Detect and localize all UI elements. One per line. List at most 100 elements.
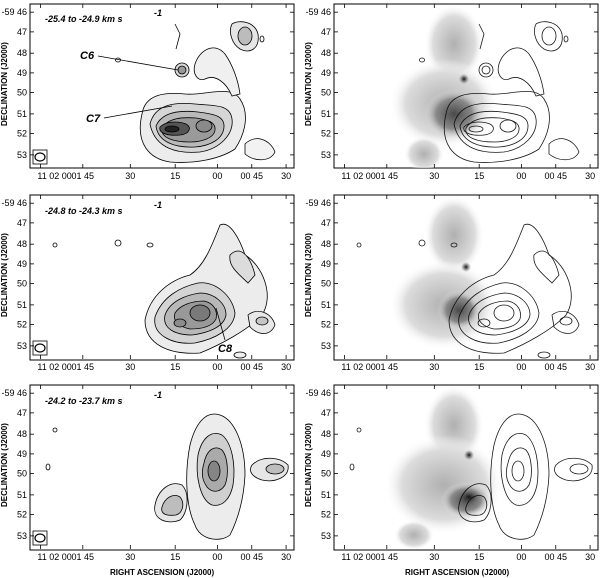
- dec-tick-label: 47: [321, 27, 331, 37]
- dec-tick-label: 49: [321, 68, 331, 78]
- dec-tick-label: 48: [17, 429, 27, 439]
- ra-tick-label: 11 02 00: [37, 362, 71, 372]
- dec-tick-label: -59 46: [1, 198, 27, 208]
- beam-marker: [32, 340, 48, 356]
- velocity-unit-exp-row1: -1: [154, 8, 162, 18]
- ra-tick-label: 01 45: [72, 171, 95, 181]
- dec-tick-label: 49: [321, 259, 331, 269]
- y-axis-label: DECLINATION (J2000): [304, 423, 313, 507]
- panel-row2-right: [333, 194, 599, 361]
- dec-tick-label: 49: [17, 68, 27, 78]
- velocity-unit-exp-row3: -1: [154, 390, 162, 400]
- clump-pointer-c7: [103, 105, 173, 119]
- ra-tick-label: 00: [212, 171, 222, 181]
- velocity-unit-exp-row2: -1: [154, 200, 162, 210]
- ra-tick-label: 11 02 00: [341, 362, 375, 372]
- dec-tick-label: 50: [321, 88, 331, 98]
- y-axis-label: DECLINATION (J2000): [304, 233, 313, 317]
- dec-tick-label: 47: [17, 218, 27, 228]
- ra-tick-label: 00 45: [544, 552, 567, 562]
- dec-tick-label: 52: [17, 510, 27, 520]
- ra-tick-label: 00: [516, 552, 526, 562]
- panel-row2-left: [29, 194, 295, 361]
- dec-tick-label: -59 46: [305, 198, 331, 208]
- row-2: -24.8 to -24.3 km s -1 C8: [29, 194, 599, 361]
- y-axis-label: DECLINATION (J2000): [304, 42, 313, 126]
- dec-tick-label: 50: [17, 88, 27, 98]
- ra-tick-label: 15: [474, 171, 484, 181]
- dec-tick-label: 52: [17, 320, 27, 330]
- dec-tick-label: 48: [321, 429, 331, 439]
- ra-tick-label: 30: [585, 171, 595, 181]
- dec-tick-label: -59 46: [305, 388, 331, 398]
- dec-tick-label: 53: [17, 531, 27, 541]
- x-axis-label-right: RIGHT ASCENSION (J2000): [405, 568, 510, 577]
- row-3: -24.2 to -23.7 km s -1: [29, 384, 599, 551]
- dec-tick-label: 51: [17, 490, 27, 500]
- dec-tick-label: 51: [321, 490, 331, 500]
- ra-tick-label: 30: [281, 552, 291, 562]
- clump-label-c6: C6: [80, 50, 95, 62]
- ra-tick-label: 11 02 00: [341, 171, 375, 181]
- dec-tick-label: 52: [321, 320, 331, 330]
- ra-tick-label: 30: [585, 552, 595, 562]
- velocity-label-row3: -24.2 to -23.7 km s: [45, 396, 123, 406]
- ra-tick-label: 00 45: [240, 362, 263, 372]
- panel-row3-right: [333, 384, 599, 551]
- clump-label-c8: C8: [218, 343, 233, 355]
- dec-tick-label: 52: [321, 510, 331, 520]
- dec-tick-label: -59 46: [1, 388, 27, 398]
- x-axis-label-left: RIGHT ASCENSION (J2000): [110, 568, 215, 577]
- dec-tick-label: 48: [17, 239, 27, 249]
- beam-marker: [32, 530, 48, 546]
- dec-tick-label: -59 46: [1, 7, 27, 17]
- ra-tick-label: 01 45: [72, 552, 95, 562]
- ra-tick-label: 15: [474, 362, 484, 372]
- ra-tick-label: 30: [125, 362, 135, 372]
- dec-tick-label: 53: [17, 150, 27, 160]
- dec-tick-label: 53: [321, 531, 331, 541]
- ra-tick-label: 15: [474, 552, 484, 562]
- dec-tick-label: 50: [17, 469, 27, 479]
- ra-tick-label: 15: [170, 362, 180, 372]
- clump-label-c7: C7: [86, 113, 101, 125]
- dec-tick-label: 48: [321, 48, 331, 58]
- dec-tick-label: 52: [17, 129, 27, 139]
- clump-pointer-c6: [97, 55, 179, 71]
- ra-tick-label: 00: [516, 362, 526, 372]
- ra-tick-label: 30: [281, 362, 291, 372]
- velocity-label-row1: -25.4 to -24.9 km s: [45, 14, 123, 24]
- dec-tick-label: 51: [321, 300, 331, 310]
- dec-tick-label: 47: [17, 27, 27, 37]
- clump-pointer-c8: [215, 307, 226, 341]
- ra-tick-label: 30: [429, 362, 439, 372]
- dec-tick-label: 50: [17, 279, 27, 289]
- dec-tick-label: 47: [321, 218, 331, 228]
- dec-tick-label: 51: [321, 109, 331, 119]
- ra-tick-label: 30: [585, 362, 595, 372]
- ra-tick-label: 00: [212, 552, 222, 562]
- dec-tick-label: 48: [321, 239, 331, 249]
- y-axis-label: DECLINATION (J2000): [0, 233, 9, 317]
- ra-tick-label: 01 45: [376, 362, 399, 372]
- ra-tick-label: 01 45: [72, 362, 95, 372]
- ra-tick-label: 11 02 00: [341, 552, 375, 562]
- panel-row1-left: [29, 3, 295, 169]
- ra-tick-label: 01 45: [376, 552, 399, 562]
- dec-tick-label: 51: [17, 300, 27, 310]
- dec-tick-label: -59 46: [305, 7, 331, 17]
- panel-row3-left: [29, 384, 295, 551]
- dec-tick-label: 53: [17, 341, 27, 351]
- y-axis-label: DECLINATION (J2000): [0, 423, 9, 507]
- ra-tick-label: 11 02 00: [37, 552, 71, 562]
- ra-tick-label: 30: [125, 171, 135, 181]
- dec-tick-label: 51: [17, 109, 27, 119]
- ra-tick-label: 00: [516, 171, 526, 181]
- dec-tick-label: 48: [17, 48, 27, 58]
- dec-tick-label: 49: [17, 449, 27, 459]
- ra-tick-label: 01 45: [376, 171, 399, 181]
- ra-tick-label: 11 02 00: [37, 171, 71, 181]
- row-1: -25.4 to -24.9 km s -1 C6 C7: [29, 3, 599, 169]
